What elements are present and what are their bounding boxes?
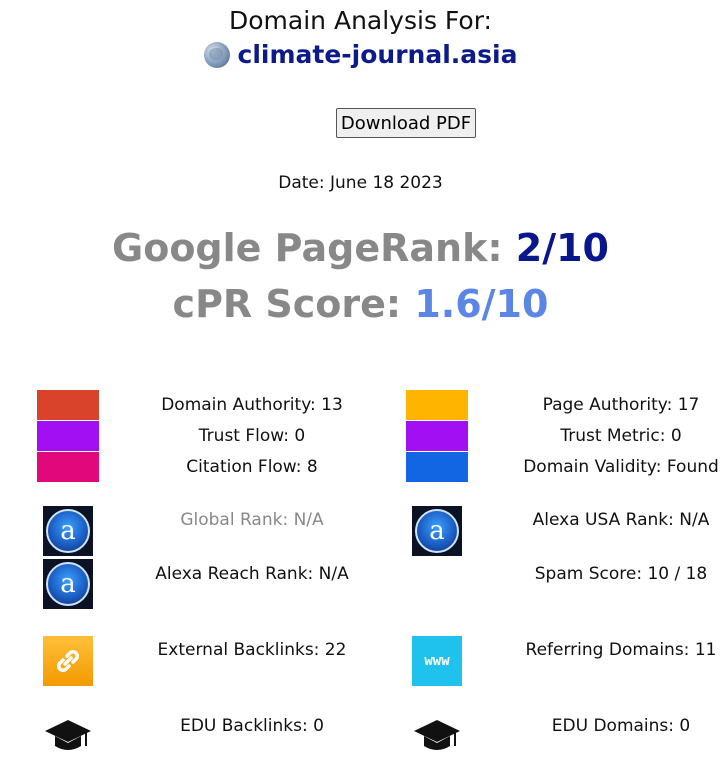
cpr-score: cPR Score: 1.6/10: [0, 282, 721, 326]
domain-link[interactable]: climate-journal.asia: [237, 40, 518, 69]
cpr-value: 1.6/10: [414, 282, 549, 326]
referring-domains: Referring Domains: 11: [525, 640, 717, 660]
page-authority: Page Authority: 17: [542, 395, 700, 415]
alexa-icon: a: [412, 506, 462, 556]
chain-link-glyph: [57, 650, 79, 672]
download-pdf-button[interactable]: Download PDF: [336, 108, 476, 138]
alexa-usa-rank: Alexa USA Rank: N/A: [532, 510, 710, 530]
domain-authority-swatch: [37, 390, 99, 420]
alexa-letter: a: [415, 509, 459, 553]
pagerank-value: 2/10: [515, 226, 609, 270]
citation-flow-swatch: [37, 452, 99, 482]
page-authority-swatch: [406, 390, 468, 420]
globe-icon: [203, 42, 230, 68]
alexa-letter: a: [46, 509, 90, 553]
chain-link-icon: [43, 636, 93, 686]
domain-validity-swatch: [406, 452, 468, 482]
www-icon: www: [412, 636, 462, 686]
external-backlinks: External Backlinks: 22: [157, 640, 347, 660]
domain-heading: climate-journal.asia: [0, 40, 721, 69]
alexa-reach-rank: Alexa Reach Rank: N/A: [155, 564, 349, 584]
domain-validity: Domain Validity: Found: [523, 457, 719, 477]
alexa-icon: a: [43, 506, 93, 556]
edu-domains: EDU Domains: 0: [551, 716, 691, 736]
www-icon-text: www: [424, 653, 450, 669]
pagerank-label: Google PageRank:: [112, 226, 516, 270]
trust-metric: Trust Metric: 0: [560, 426, 682, 446]
graduation-cap-icon: [45, 720, 91, 750]
report-date: Date: June 18 2023: [278, 173, 443, 193]
alexa-icon: a: [43, 559, 93, 609]
trust-flow: Trust Flow: 0: [198, 426, 306, 446]
trust-metric-swatch: [406, 421, 468, 451]
trust-flow-swatch: [37, 421, 99, 451]
graduation-cap-icon: [414, 720, 460, 750]
citation-flow: Citation Flow: 8: [186, 457, 318, 477]
cpr-label: cPR Score:: [172, 282, 415, 326]
global-rank: Global Rank: N/A: [180, 510, 324, 530]
spam-score: Spam Score: 10 / 18: [534, 564, 708, 584]
edu-backlinks: EDU Backlinks: 0: [180, 716, 324, 736]
google-pagerank: Google PageRank: 2/10: [0, 226, 721, 270]
alexa-letter: a: [46, 562, 90, 606]
domain-authority: Domain Authority: 13: [161, 395, 343, 415]
page-title: Domain Analysis For:: [229, 6, 492, 35]
